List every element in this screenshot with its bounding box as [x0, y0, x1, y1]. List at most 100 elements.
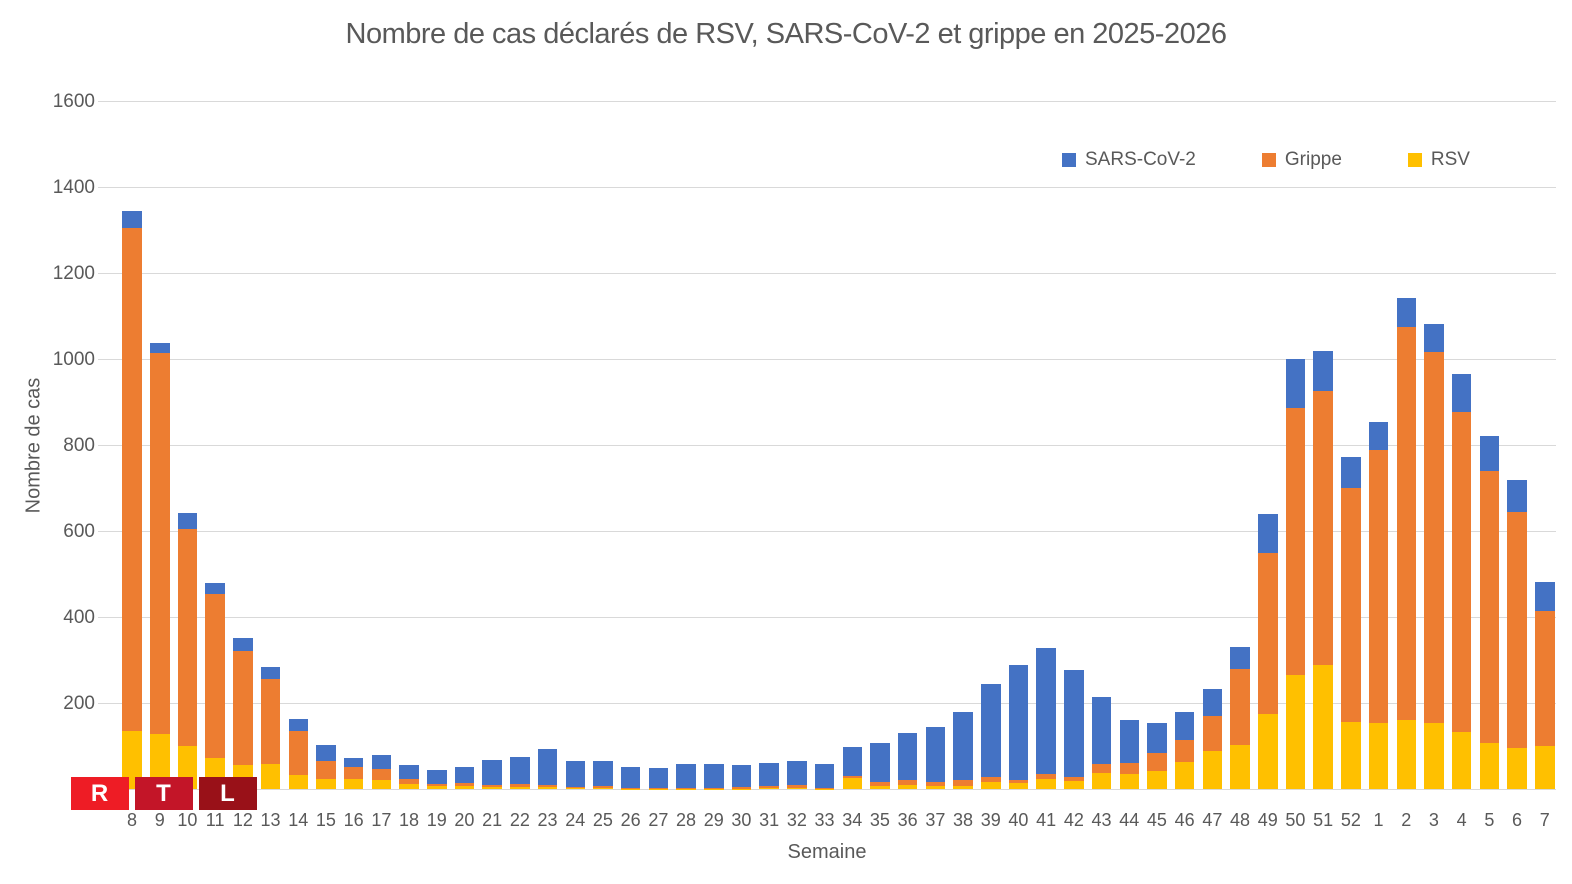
x-tick-label: 24 — [565, 810, 586, 830]
bar-segment-grippe-week-50 — [1285, 407, 1306, 676]
bar-segment-rsv-week-38 — [953, 785, 973, 789]
x-tick-label: 32 — [786, 810, 807, 830]
bar-segment-sars-cov-2-week-26 — [620, 766, 641, 788]
bar-segment-sars-cov-2-week-51 — [1313, 350, 1333, 391]
bar-segment-sars-cov-2-week-48 — [1230, 646, 1250, 670]
bar-segment-grippe-week-51 — [1313, 390, 1333, 665]
bar-segment-grippe-week-29 — [704, 787, 724, 789]
x-tick-label: 19 — [426, 810, 447, 830]
x-tick-label: 21 — [482, 810, 503, 830]
x-tick-label: 45 — [1146, 810, 1167, 830]
bar-segment-rsv-week-45 — [1147, 771, 1167, 789]
bar-segment-rsv-week-24 — [565, 788, 585, 789]
bar-segment-rsv-week-5 — [1479, 743, 1500, 789]
bar-segment-rsv-week-22 — [510, 786, 530, 789]
x-tick-label: 6 — [1512, 810, 1523, 830]
bar-segment-rsv-week-46 — [1174, 762, 1195, 789]
y-tick-label: 1000 — [52, 349, 95, 370]
bar-segment-grippe-week-52 — [1341, 488, 1361, 722]
bar-segment-sars-cov-2-week-41 — [1036, 647, 1056, 774]
bar-segment-sars-cov-2-week-46 — [1174, 711, 1195, 740]
bar-segment-grippe-week-44 — [1119, 762, 1139, 774]
x-tick-label: 38 — [953, 810, 974, 830]
x-tick-label: 5 — [1484, 810, 1495, 830]
chart-title: Nombre de cas déclarés de RSV, SARS-CoV-… — [345, 18, 1227, 50]
bar-segment-rsv-week-37 — [925, 786, 946, 789]
x-tick-label: 46 — [1174, 810, 1195, 830]
bar-segment-grippe-week-30 — [731, 787, 752, 789]
bar-segment-sars-cov-2-week-15 — [316, 744, 336, 761]
x-tick-label: 26 — [620, 810, 641, 830]
rtl-logo-block-r: R — [71, 777, 129, 810]
bar-segment-sars-cov-2-week-36 — [897, 732, 918, 780]
x-tick-label: 13 — [260, 810, 281, 830]
bar-segment-sars-cov-2-week-43 — [1091, 696, 1112, 765]
bar-segment-sars-cov-2-week-18 — [399, 764, 419, 780]
x-tick-label: 36 — [897, 810, 918, 830]
bar-segment-grippe-week-9 — [150, 353, 170, 734]
x-tick-label: 23 — [537, 810, 558, 830]
bar-segment-grippe-week-43 — [1091, 764, 1112, 774]
bar-segment-grippe-week-23 — [537, 785, 558, 788]
bar-segment-grippe-week-5 — [1479, 470, 1500, 744]
bar-segment-rsv-week-51 — [1313, 664, 1333, 789]
bar-segment-sars-cov-2-week-2 — [1396, 297, 1416, 328]
bar-segment-grippe-week-3 — [1424, 352, 1444, 724]
legend-swatch-grippe — [1261, 153, 1276, 167]
bar-segment-sars-cov-2-week-47 — [1202, 688, 1223, 717]
bar-segment-sars-cov-2-week-16 — [343, 757, 364, 768]
bar-segment-grippe-week-37 — [925, 782, 946, 787]
bar-segment-rsv-week-17 — [371, 779, 392, 789]
x-tick-label: 4 — [1456, 810, 1467, 830]
x-tick-label: 7 — [1539, 810, 1550, 830]
bar-segment-rsv-week-18 — [399, 784, 419, 789]
y-tick-label: 1400 — [52, 177, 95, 198]
x-axis-title: Semaine — [787, 841, 867, 863]
bar-segment-rsv-week-23 — [537, 787, 558, 789]
y-tick-label: 600 — [63, 521, 95, 542]
bar-segment-rsv-week-1 — [1368, 723, 1389, 789]
bar-segment-rsv-week-40 — [1008, 782, 1029, 789]
bar-segment-sars-cov-2-week-11 — [205, 583, 225, 594]
bar-segment-rsv-week-2 — [1396, 719, 1416, 789]
bar-segment-grippe-week-7 — [1535, 610, 1555, 747]
bar-segment-sars-cov-2-week-37 — [925, 726, 946, 783]
x-tick-label: 20 — [454, 810, 475, 830]
x-tick-label: 15 — [315, 810, 336, 830]
legend-swatch-sars-cov-2 — [1062, 153, 1076, 167]
bar-segment-sars-cov-2-week-5 — [1479, 436, 1500, 471]
gridline — [98, 445, 1556, 446]
bar-segment-grippe-week-24 — [565, 786, 585, 789]
bar-segment-rsv-week-20 — [454, 785, 475, 789]
bar-segment-sars-cov-2-week-1 — [1368, 422, 1389, 450]
bar-segment-rsv-week-25 — [593, 787, 613, 789]
bar-segment-rsv-week-41 — [1036, 778, 1056, 789]
bar-segment-sars-cov-2-week-3 — [1424, 323, 1444, 353]
x-tick-label: 17 — [371, 810, 392, 830]
legend-item-rsv: RSV — [1407, 149, 1470, 171]
bar-segment-grippe-week-49 — [1258, 552, 1278, 714]
bar-segment-grippe-week-42 — [1064, 777, 1084, 782]
gridline — [98, 617, 1556, 618]
x-tick-label: 40 — [1008, 810, 1029, 830]
x-tick-label: 25 — [592, 810, 613, 830]
x-tick-label: 50 — [1285, 810, 1306, 830]
x-tick-label: 47 — [1202, 810, 1223, 830]
gridline — [98, 359, 1556, 360]
x-tick-label: 11 — [205, 810, 225, 830]
bar-segment-grippe-week-34 — [842, 775, 862, 778]
bar-segment-rsv-week-50 — [1285, 675, 1306, 789]
bar-segment-grippe-week-26 — [620, 787, 641, 789]
bar-segment-grippe-week-18 — [399, 779, 419, 785]
bar-segment-grippe-week-27 — [648, 787, 669, 789]
bar-segment-rsv-week-7 — [1535, 746, 1555, 789]
bar-segment-grippe-week-48 — [1230, 669, 1250, 746]
bar-segment-grippe-week-6 — [1507, 511, 1527, 748]
x-tick-label: 35 — [869, 810, 890, 830]
bar-segment-grippe-week-21 — [482, 785, 502, 788]
x-tick-label: 52 — [1340, 810, 1361, 830]
bar-segment-rsv-week-52 — [1341, 721, 1361, 789]
legend-swatch-rsv — [1407, 153, 1422, 167]
bar-segment-sars-cov-2-week-50 — [1285, 359, 1306, 408]
bar-segment-sars-cov-2-week-23 — [537, 749, 558, 786]
